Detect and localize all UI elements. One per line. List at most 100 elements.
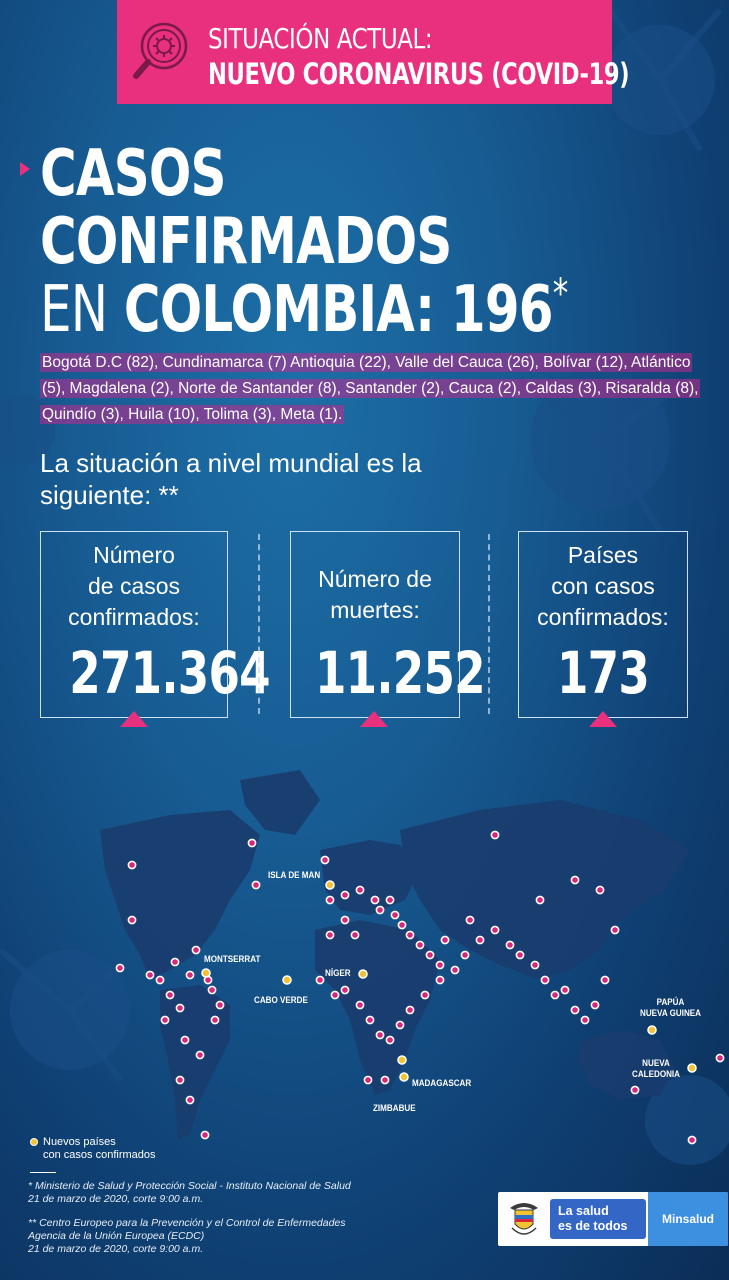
case-dot	[540, 975, 550, 985]
case-dot	[355, 1000, 365, 1010]
title-country-total: COLOMBIA: 196	[123, 273, 554, 347]
case-dot	[530, 960, 540, 970]
case-dot	[425, 950, 435, 960]
case-dot	[535, 895, 545, 905]
case-dot	[155, 975, 165, 985]
case-dot	[550, 990, 560, 1000]
pointer-icon	[120, 711, 148, 727]
case-dot	[595, 885, 605, 895]
case-dot	[435, 975, 445, 985]
new-country-dot-icon	[30, 1138, 38, 1146]
case-dot	[397, 920, 407, 930]
case-dot	[420, 990, 430, 1000]
case-dot	[475, 935, 485, 945]
map-label-madagascar: MADAGASCAR	[412, 1078, 472, 1089]
case-dot	[175, 1003, 185, 1013]
case-dot	[175, 1075, 185, 1085]
map-label-nueva-caledonia: NUEVA CALEDONIA	[632, 1058, 681, 1080]
title-line-1: CASOS	[40, 137, 226, 211]
pointer-icon	[360, 711, 388, 727]
case-dot	[610, 925, 620, 935]
new-country-dot	[687, 1063, 697, 1073]
new-country-dot	[325, 880, 335, 890]
case-dot	[340, 985, 350, 995]
case-dot	[560, 985, 570, 995]
case-dot	[191, 945, 201, 955]
case-dot	[687, 1135, 697, 1145]
stat-label-line: confirmados:	[68, 604, 200, 630]
case-dot	[715, 1053, 725, 1063]
title-prefix: EN	[40, 273, 108, 347]
divider	[258, 534, 260, 714]
stat-label-line: de casos	[87, 573, 181, 599]
case-dot	[385, 895, 395, 905]
case-dot	[505, 940, 515, 950]
case-dot	[165, 990, 175, 1000]
case-dot	[185, 1095, 195, 1105]
stat-countries: Países con casos confirmados: 173	[518, 531, 688, 718]
logo-slogan: La salud es de todos	[550, 1199, 646, 1239]
case-dot	[350, 930, 360, 940]
new-country-dot	[282, 975, 292, 985]
title-footnote-mark: *	[552, 271, 569, 317]
case-dot	[315, 975, 325, 985]
new-country-dot	[358, 969, 368, 979]
case-dot	[570, 1005, 580, 1015]
case-dot	[340, 915, 350, 925]
stat-deaths: Número de muertes: 11.252	[290, 531, 486, 718]
divider	[30, 1172, 56, 1173]
case-dot	[325, 895, 335, 905]
case-dot	[490, 925, 500, 935]
case-dot	[200, 1130, 210, 1140]
case-dot	[210, 1015, 220, 1025]
case-dot	[405, 930, 415, 940]
case-dot	[320, 855, 330, 865]
case-dot	[440, 935, 450, 945]
virus-magnifier-icon	[133, 22, 188, 79]
case-dot	[515, 950, 525, 960]
stat-value: 271.364	[69, 639, 270, 707]
world-map	[0, 740, 729, 1160]
case-dot	[390, 910, 400, 920]
map-label-isla-de-man: ISLA DE MAN	[268, 870, 321, 881]
case-dot	[435, 960, 445, 970]
case-dot	[207, 985, 217, 995]
case-dot	[370, 895, 380, 905]
pointer-icon	[589, 711, 617, 727]
map-label-niger: NÍGER	[325, 968, 351, 979]
case-dot	[325, 930, 335, 940]
case-dot	[115, 963, 125, 973]
map-label-papua: PAPÚA NUEVA GUINEA	[640, 997, 702, 1019]
case-dot	[490, 830, 500, 840]
title-line-2: CONFIRMADOS	[40, 205, 452, 279]
case-dot	[405, 1005, 415, 1015]
legend-line: con casos confirmados	[43, 1149, 156, 1161]
case-dot	[127, 860, 137, 870]
case-dot	[450, 965, 460, 975]
title-line-3: EN COLOMBIA: 196*	[40, 274, 568, 342]
case-dot	[375, 905, 385, 915]
case-dot	[340, 890, 350, 900]
case-dot	[465, 915, 475, 925]
minsalud-logo: La salud es de todos Minsalud	[498, 1192, 728, 1246]
stat-label-line: con casos	[551, 573, 655, 599]
case-dot	[395, 1020, 405, 1030]
world-map-graphic	[100, 770, 690, 1140]
stat-label-line: Países	[567, 542, 639, 568]
department-text: Bogotá D.C (82), Cundinamarca (7) Antioq…	[40, 353, 701, 424]
case-dot	[160, 1015, 170, 1025]
new-country-dot	[399, 1072, 409, 1082]
stat-value: 11.252	[314, 639, 486, 707]
case-dot	[570, 875, 580, 885]
case-dot	[363, 1075, 373, 1085]
case-dot	[380, 1075, 390, 1085]
case-dot	[355, 885, 365, 895]
new-country-dot	[647, 1025, 657, 1035]
case-dot	[247, 838, 257, 848]
department-case-list: Bogotá D.C (82), Cundinamarca (7) Antioq…	[40, 350, 710, 428]
source-ecdc: ** Centro Europeo para la Prevención y e…	[28, 1217, 346, 1255]
case-dot	[180, 1035, 190, 1045]
stat-label-line: muertes:	[330, 597, 420, 623]
header-subtitle: SITUACIÓN ACTUAL:	[208, 22, 433, 55]
map-label-montserrat: MONTSERRAT	[204, 954, 261, 965]
